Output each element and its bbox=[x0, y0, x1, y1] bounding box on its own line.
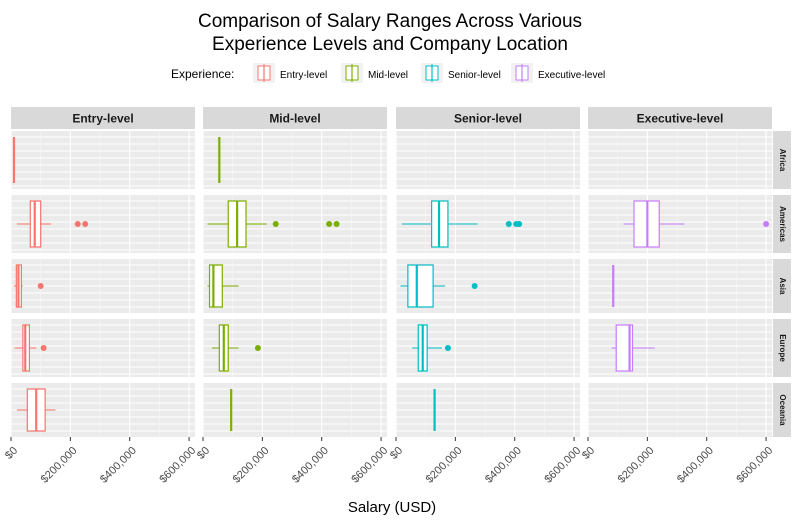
outlier-point bbox=[254, 345, 261, 351]
facet-strip-entry-level bbox=[11, 107, 195, 129]
facet-row-strip-asia bbox=[773, 259, 791, 313]
boxplot-executive-level-europe bbox=[611, 324, 655, 372]
panel-background bbox=[11, 131, 195, 189]
box-iqr bbox=[407, 264, 434, 308]
x-tick-label: $400,000 bbox=[483, 445, 524, 486]
x-tick-label: $600,000 bbox=[157, 445, 198, 486]
chart-title-line-2: Experience Levels and Company Location bbox=[212, 34, 568, 55]
facet-strip-executive-level bbox=[588, 107, 772, 129]
legend-item-senior-level: Senior-level bbox=[421, 63, 501, 83]
legend-title: Experience: bbox=[171, 67, 234, 81]
outlier-point bbox=[37, 283, 44, 289]
legend: Experience: Entry-level Mid-level Senior-l… bbox=[171, 63, 605, 83]
x-tick-label: $200,000 bbox=[616, 445, 657, 486]
x-tick-label: $0 bbox=[195, 445, 212, 462]
panel-background bbox=[588, 131, 772, 189]
outlier-point bbox=[74, 221, 81, 227]
boxplot-entry-level-asia bbox=[13, 264, 44, 308]
facet-panels: Entry-level Mid-level Senior-level Executiv… bbox=[3, 107, 791, 486]
facet-strip-senior-level bbox=[396, 107, 580, 129]
facet-row-label: Americas bbox=[778, 206, 787, 243]
panel-mid-level-oceania bbox=[202, 383, 387, 437]
outlier-point bbox=[40, 345, 47, 351]
facet-row-label: Oceania bbox=[778, 394, 787, 426]
box-iqr bbox=[208, 264, 223, 308]
facet-row-strip-africa bbox=[773, 131, 791, 189]
facet-strip-label: Senior-level bbox=[454, 112, 522, 126]
outlier-point bbox=[444, 345, 451, 351]
panel-senior-level-africa bbox=[395, 131, 580, 189]
x-axis-executive-level: $0 $200,000 $400,000 $600,000 bbox=[580, 437, 775, 486]
panel-background bbox=[203, 131, 387, 189]
facet-row-label: Africa bbox=[778, 149, 787, 172]
outlier-point bbox=[471, 283, 478, 289]
legend-item-entry-level: Entry-level bbox=[253, 63, 327, 83]
x-tick-label: $400,000 bbox=[290, 445, 331, 486]
x-tick-label: $600,000 bbox=[734, 445, 775, 486]
legend-label: Mid-level bbox=[368, 70, 408, 81]
facet-row-strip-europe bbox=[773, 319, 791, 377]
x-axis-senior-level: $0 $200,000 $400,000 $600,000 bbox=[388, 437, 583, 486]
x-tick-label: $400,000 bbox=[98, 445, 139, 486]
x-tick-label: $200,000 bbox=[424, 445, 465, 486]
facet-strip-label: Executive-level bbox=[637, 112, 724, 126]
x-tick-label: $0 bbox=[388, 445, 405, 462]
panel-entry-level-africa bbox=[10, 131, 195, 189]
legend-label: Executive-level bbox=[538, 70, 605, 81]
facet-strip-label: Mid-level bbox=[269, 112, 320, 126]
outlier-point bbox=[272, 221, 279, 227]
x-tick-label: $600,000 bbox=[542, 445, 583, 486]
panel-entry-level-europe bbox=[10, 319, 195, 377]
outlier-point bbox=[326, 221, 333, 227]
panel-background bbox=[396, 131, 580, 189]
outlier-point bbox=[763, 221, 770, 227]
legend-label: Senior-level bbox=[448, 70, 501, 81]
boxplot-senior-level-americas bbox=[401, 200, 523, 248]
panel-background bbox=[11, 319, 195, 377]
facet-strip-label: Entry-level bbox=[72, 112, 133, 126]
facet-strip-mid-level bbox=[203, 107, 387, 129]
panel-mid-level-africa bbox=[202, 131, 387, 189]
panel-executive-level-africa bbox=[587, 131, 772, 189]
x-tick-label: $200,000 bbox=[231, 445, 272, 486]
x-tick-label: $0 bbox=[3, 445, 20, 462]
outlier-point bbox=[505, 221, 512, 227]
facet-row-strip-americas bbox=[773, 195, 791, 253]
boxplot-senior-level-europe bbox=[412, 324, 451, 372]
legend-item-executive-level: Executive-level bbox=[511, 63, 605, 83]
box-iqr bbox=[615, 324, 634, 372]
boxplot-senior-level-asia bbox=[400, 264, 478, 308]
boxplot-mid-level-asia bbox=[207, 264, 239, 308]
x-tick-label: $200,000 bbox=[39, 445, 80, 486]
outlier-point bbox=[516, 221, 523, 227]
x-axis-title: Salary (USD) bbox=[348, 499, 436, 516]
facet-row-strip-oceania bbox=[773, 383, 791, 437]
facet-row-label: Europe bbox=[778, 334, 787, 362]
boxplot-entry-level-europe bbox=[14, 324, 47, 372]
x-tick-label: $0 bbox=[580, 445, 597, 462]
outlier-point bbox=[82, 221, 89, 227]
panel-executive-level-oceania bbox=[587, 383, 772, 437]
facet-row-label: Asia bbox=[778, 278, 787, 295]
outlier-point bbox=[333, 221, 340, 227]
x-tick-label: $400,000 bbox=[675, 445, 716, 486]
legend-label: Entry-level bbox=[280, 70, 327, 81]
x-axis-entry-level: $0 $200,000 $400,000 $600,000 bbox=[3, 437, 198, 486]
boxplot-entry-level-americas bbox=[16, 200, 89, 248]
panel-executive-level-americas bbox=[587, 195, 772, 253]
legend-item-mid-level: Mid-level bbox=[341, 63, 408, 83]
x-tick-label: $600,000 bbox=[349, 445, 390, 486]
boxplot-executive-level-americas bbox=[623, 200, 770, 248]
panel-executive-level-asia bbox=[587, 259, 772, 313]
panel-senior-level-americas bbox=[395, 195, 580, 253]
x-axis-mid-level: $0 $200,000 $400,000 $600,000 bbox=[195, 437, 390, 486]
boxplot-entry-level-oceania bbox=[16, 388, 56, 432]
boxplot-mid-level-americas bbox=[207, 200, 340, 248]
chart-title-line-1: Comparison of Salary Ranges Across Vario… bbox=[198, 11, 582, 32]
boxplot-mid-level-europe bbox=[211, 324, 261, 372]
panel-senior-level-oceania bbox=[395, 383, 580, 437]
